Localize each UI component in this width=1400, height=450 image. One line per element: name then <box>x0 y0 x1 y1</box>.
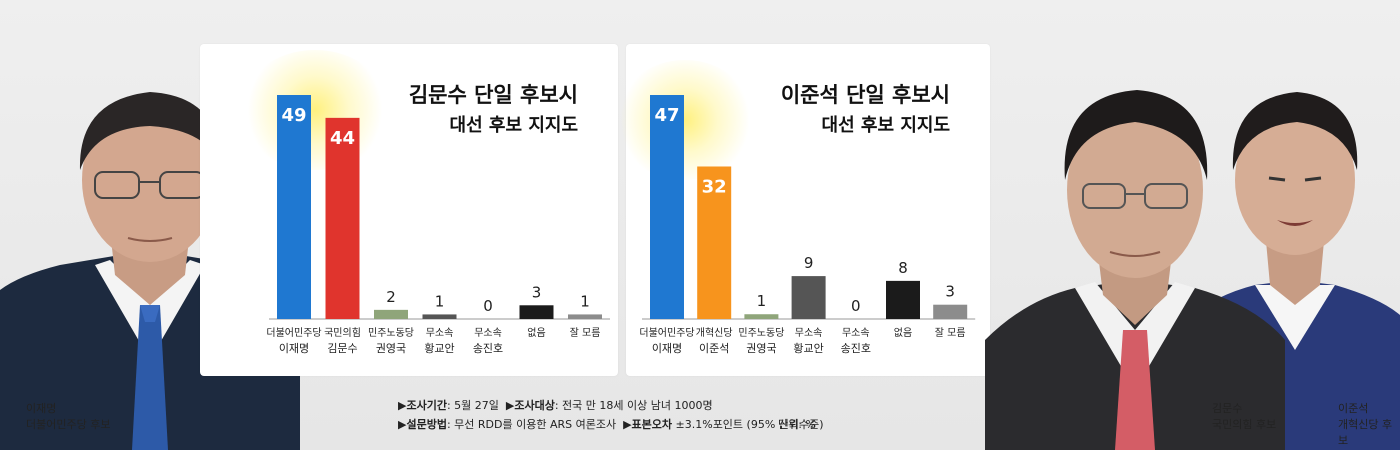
data-label: 3 <box>945 283 955 301</box>
category-label: 무소속 <box>795 327 823 339</box>
category-label: 더불어민주당 <box>266 327 321 339</box>
caption-name: 이준석 <box>1338 402 1369 415</box>
data-label: 44 <box>330 128 355 149</box>
caption-party: 국민의힘 후보 <box>1212 418 1277 431</box>
category-label: 더불어민주당 <box>639 327 694 339</box>
marker-icon: ▶ <box>398 399 407 412</box>
category-label: 송진호 <box>473 342 503 355</box>
highlight-glow <box>240 50 390 170</box>
chart-subtitle: 대선 후보 지지도 <box>821 115 950 136</box>
bar <box>650 95 684 319</box>
category-label: 개혁신당 <box>696 327 733 339</box>
sampling-error-value: ±3.1%포인트 (95% 신뢰수준) <box>672 418 824 431</box>
category-label: 권영국 <box>376 342 406 355</box>
category-label: 민주노동당 <box>738 327 784 339</box>
category-label: 잘 모름 <box>935 327 966 339</box>
marker-icon: ▶ <box>398 418 407 431</box>
category-label: 이준석 <box>699 342 729 355</box>
category-label: 이재명 <box>279 342 309 355</box>
survey-info-line-1: ▶조사기간: 5월 27일 ▶조사대상: 전국 만 18세 이상 남녀 1000… <box>398 398 713 414</box>
category-label: 국민의힘 <box>324 327 361 339</box>
data-label: 1 <box>580 292 590 310</box>
bar <box>886 280 920 319</box>
category-label: 잘 모름 <box>570 327 601 339</box>
category-label: 이재명 <box>652 342 682 355</box>
caption-party: 더불어민주당 후보 <box>26 418 111 431</box>
caption-kim-moonsoo: 김문수 국민의힘 후보 <box>1212 401 1276 433</box>
bar <box>568 314 602 319</box>
category-label: 없음 <box>894 326 912 339</box>
bar <box>744 314 779 319</box>
chart-title: 김문수 단일 후보시 <box>408 83 578 107</box>
category-label: 민주노동당 <box>368 327 414 339</box>
survey-target-label: 조사대상 <box>514 399 555 412</box>
data-label: 9 <box>804 254 814 272</box>
bar <box>422 314 457 319</box>
data-label: 1 <box>435 292 445 310</box>
survey-method-value: : 무선 RDD를 이용한 ARS 여론조사 <box>446 418 617 431</box>
bar <box>697 166 732 319</box>
data-label: 2 <box>386 288 396 306</box>
category-label: 김문수 <box>327 342 357 355</box>
bar <box>325 117 360 319</box>
data-label: 0 <box>851 297 861 315</box>
data-label: 3 <box>532 283 542 301</box>
sampling-error-label: 표본오차 <box>631 418 673 431</box>
data-label: 0 <box>483 297 493 315</box>
unit-label: 단위: % <box>778 418 816 431</box>
bar <box>374 309 408 319</box>
caption-name: 김문수 <box>1212 402 1243 415</box>
category-label: 무소속 <box>474 327 502 339</box>
survey-target-value: : 전국 만 18세 이상 남녀 1000명 <box>554 399 713 412</box>
bar <box>277 95 311 319</box>
category-label: 송진호 <box>841 342 871 355</box>
data-label: 1 <box>757 292 767 310</box>
data-label: 8 <box>898 259 908 277</box>
category-label: 권영국 <box>746 342 776 355</box>
category-label: 무소속 <box>426 327 454 339</box>
survey-info-line-2: ▶설문방법: 무선 RDD를 이용한 ARS 여론조사 ▶표본오차 ±3.1%포… <box>398 417 824 433</box>
lee-jaemyung-photo <box>0 92 300 450</box>
bar <box>933 304 968 319</box>
survey-method-label: 설문방법 <box>406 418 447 431</box>
bar <box>791 276 826 319</box>
category-label: 황교안 <box>424 342 454 355</box>
data-label: 32 <box>702 176 727 197</box>
category-label: 무소속 <box>842 327 870 339</box>
survey-period-value: : 5월 27일 <box>446 399 499 412</box>
marker-icon: ▶ <box>505 399 515 412</box>
caption-lee-jaemyung: 이재명 더불어민주당 후보 <box>26 401 110 433</box>
caption-party: 개혁신당 후보 <box>1338 418 1393 447</box>
chart-subtitle: 대선 후보 지지도 <box>449 115 578 136</box>
highlight-glow <box>615 60 755 180</box>
category-label: 없음 <box>527 326 545 339</box>
category-label: 황교안 <box>793 342 823 355</box>
data-label: 47 <box>654 105 679 126</box>
chart-title: 이준석 단일 후보시 <box>780 83 950 107</box>
data-label: 49 <box>281 105 306 126</box>
kim-moonsoo-photo <box>985 90 1285 450</box>
marker-icon: ▶ <box>623 418 632 431</box>
bar <box>519 305 554 319</box>
caption-lee-junseok: 이준석 개혁신당 후보 <box>1338 401 1400 449</box>
caption-name: 이재명 <box>26 402 57 415</box>
survey-period-label: 조사기간 <box>406 399 447 412</box>
